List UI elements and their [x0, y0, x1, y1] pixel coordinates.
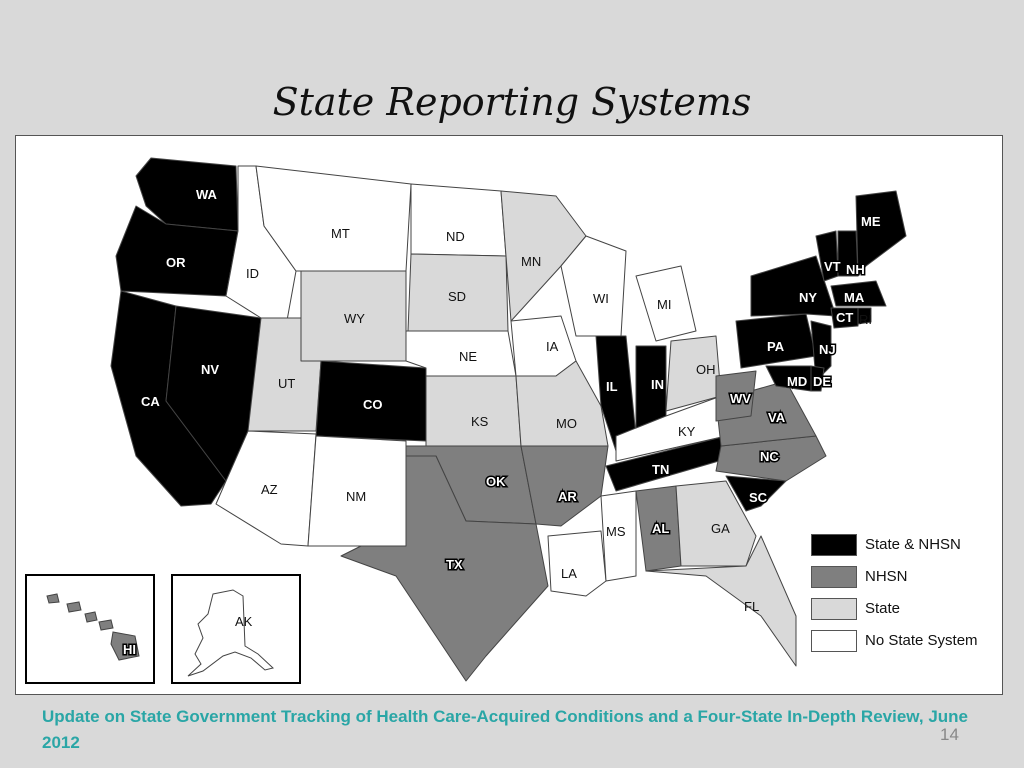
- state-ar: [520, 445, 609, 527]
- state-label-OK: OK: [486, 474, 506, 489]
- state-label-NV: NV: [201, 362, 219, 377]
- state-label-WI: WI: [593, 291, 609, 306]
- state-ia: [510, 315, 577, 377]
- state-label-MA: MA: [844, 290, 865, 305]
- state-label-MI: MI: [657, 297, 671, 312]
- state-mi: [635, 265, 697, 342]
- us-map: WA OR CA NV ID MT WY UT CO AZ NM ND SD NE KS OK TX MN IA MO…: [110, 157, 907, 682]
- state-label-WY: WY: [344, 311, 365, 326]
- state-ri: [857, 307, 872, 325]
- state-hi-island: [98, 619, 114, 631]
- state-label-RI: RI: [859, 312, 872, 327]
- slide-caption: Update on State Government Tracking of H…: [42, 707, 968, 752]
- state-label-IA: IA: [546, 339, 559, 354]
- state-label-GA: GA: [711, 521, 730, 536]
- state-ga: [675, 480, 757, 567]
- state-ny: [750, 255, 837, 317]
- legend-swatch: [811, 534, 857, 556]
- state-label-IL: IL: [606, 379, 618, 394]
- state-nd: [410, 183, 507, 257]
- slide-title: State Reporting Systems: [272, 80, 752, 124]
- state-label-UT: UT: [278, 376, 295, 391]
- state-label-MO: MO: [556, 416, 577, 431]
- state-az: [215, 430, 317, 547]
- state-label-NE: NE: [459, 349, 477, 364]
- state-hi-island: [66, 601, 82, 613]
- state-ms: [600, 490, 637, 582]
- us-map-panel: WA OR CA NV ID MT WY UT CO AZ NM ND SD NE KS OK TX MN IA MO…: [15, 135, 1003, 695]
- state-label-AL: AL: [652, 521, 669, 536]
- state-label-AZ: AZ: [261, 482, 278, 497]
- state-nj: [810, 320, 832, 382]
- alaska-inset: AK: [171, 574, 301, 684]
- state-label-WV: WV: [730, 391, 751, 406]
- state-label-LA: LA: [561, 566, 577, 581]
- state-label-SD: SD: [448, 289, 466, 304]
- legend-swatch: [811, 630, 857, 652]
- legend-swatch: [811, 566, 857, 588]
- state-label-MS: MS: [606, 524, 626, 539]
- state-la: [547, 530, 607, 597]
- state-sc: [725, 475, 787, 512]
- state-label-MN: MN: [521, 254, 541, 269]
- state-label-NY: NY: [799, 290, 817, 305]
- state-label-HI: HI: [123, 642, 136, 657]
- state-label-ME: ME: [861, 214, 881, 229]
- state-hi-island: [84, 611, 98, 623]
- state-fl: [645, 535, 797, 667]
- legend-label: NHSN: [865, 568, 908, 585]
- state-label-DE: DE: [813, 374, 831, 389]
- state-label-CT: CT: [836, 310, 853, 325]
- state-label-MT: MT: [331, 226, 350, 241]
- state-label-NC: NC: [760, 449, 779, 464]
- state-label-NM: NM: [346, 489, 366, 504]
- state-ks: [425, 375, 522, 447]
- state-label-FL: FL: [744, 599, 759, 614]
- state-label-MD: MD: [787, 374, 807, 389]
- state-label-AR: AR: [558, 489, 577, 504]
- state-label-PA: PA: [767, 339, 785, 354]
- state-label-TX: TX: [446, 557, 463, 572]
- state-wv: [715, 370, 757, 422]
- state-label-NJ: NJ: [819, 342, 836, 357]
- state-ma: [830, 280, 887, 307]
- state-label-KS: KS: [471, 414, 489, 429]
- state-label-IN: IN: [651, 377, 664, 392]
- alaska-map: AK: [187, 589, 275, 677]
- state-label-AK: AK: [235, 614, 253, 629]
- legend-label: State & NHSN: [865, 536, 961, 553]
- state-md: [765, 365, 812, 392]
- hawaii-map: HI: [46, 593, 140, 661]
- state-hi-island: [110, 631, 140, 661]
- state-label-VA: VA: [768, 410, 786, 425]
- legend-label: No State System: [865, 632, 978, 649]
- state-label-OR: OR: [166, 255, 186, 270]
- state-label-SC: SC: [749, 490, 768, 505]
- page-number: 14: [940, 725, 959, 744]
- state-label-ND: ND: [446, 229, 465, 244]
- state-ct: [830, 307, 859, 329]
- state-label-VT: VT: [824, 259, 841, 274]
- state-tx: [340, 455, 549, 682]
- state-label-TN: TN: [652, 462, 669, 477]
- state-wi: [560, 235, 627, 337]
- legend-swatch: [811, 598, 857, 620]
- state-me: [855, 190, 907, 277]
- state-label-OH: OH: [696, 362, 716, 377]
- state-label-ID: ID: [246, 266, 259, 281]
- state-label-CA: CA: [141, 394, 160, 409]
- state-label-NH: NH: [846, 262, 865, 277]
- state-label-KY: KY: [678, 424, 696, 439]
- state-hi-island: [46, 593, 60, 604]
- legend-label: State: [865, 600, 901, 617]
- hawaii-inset: HI: [25, 574, 155, 684]
- state-label-WA: WA: [196, 187, 218, 202]
- state-ak: [187, 589, 275, 677]
- state-label-CO: CO: [363, 397, 383, 412]
